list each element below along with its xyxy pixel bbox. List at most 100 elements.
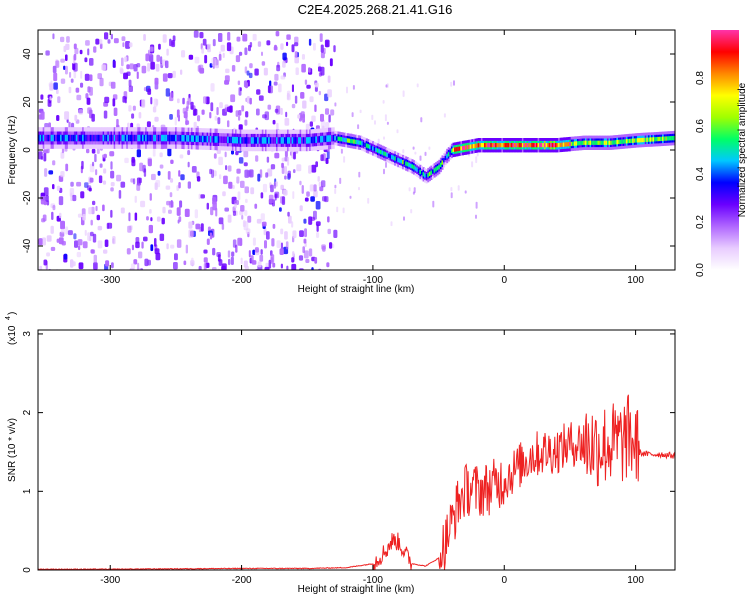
heatmap-cell [326,262,330,268]
heatmap-cell [383,168,385,175]
heatmap-cell [308,67,311,73]
heatmap-cell [274,152,280,159]
heatmap-cell [239,137,242,144]
snr-x-tick: -300 [100,575,120,586]
heatmap-cell [298,268,304,270]
heatmap-cell [335,136,338,141]
heatmap-cell [93,46,97,53]
heatmap-cell [616,140,619,145]
heatmap-cell [126,71,131,76]
heatmap-cell [254,247,259,253]
heatmap-cell [118,134,121,142]
heatmap-cell [299,137,302,144]
heatmap-cell [69,71,72,78]
heatmap-cell [147,158,152,167]
heatmap-cell [225,165,228,171]
heatmap-cell [93,254,97,264]
heatmap-cell [325,40,329,48]
heatmap-cell [334,184,337,189]
heatmap-cell [403,216,405,221]
heatmap-cell [224,80,230,85]
heatmap-cell [227,136,230,144]
heatmap-cell [205,135,208,143]
heatmap-cell [346,138,349,143]
heatmap-cell [58,134,61,142]
heatmap-cell [227,120,230,128]
heatmap-cell [155,180,161,188]
heatmap-cell [184,208,190,217]
heatmap-cell [301,54,305,60]
heatmap-cell [180,69,183,75]
heatmap-cell [261,61,266,66]
heatmap-cell [280,75,286,80]
snr-x-tick: 100 [627,575,644,586]
heatmap-cell [166,48,169,56]
heatmap-cell [316,224,319,232]
heatmap-cell [228,258,231,266]
heatmap-cell [146,216,149,221]
heatmap-cell [475,156,478,164]
heatmap-cell [178,134,181,142]
heatmap-cell [238,157,244,164]
heatmap-cell [471,144,474,149]
heatmap-cell [209,112,212,119]
snr-y-tick: 3 [22,331,33,337]
figure-title: C2E4.2025.268.21.41.G16 [298,2,453,17]
heatmap-cell [61,240,66,246]
heatmap-cell [120,207,125,214]
heatmap-cell [250,255,254,263]
heatmap-cell [320,52,325,59]
heatmap-cell [56,89,59,95]
colorbar-tick: 0.2 [695,215,706,229]
heatmap-cell [161,59,166,66]
heatmap-cell [203,249,208,254]
heatmap-cell [271,238,275,247]
snr-x-tick: 0 [502,575,508,586]
heatmap-cell [184,135,187,142]
heatmap-cell [38,151,43,160]
heatmap-cell [211,136,214,143]
heatmap-cell [244,47,248,56]
heatmap-cell [272,137,275,144]
heatmap-cell [201,48,205,54]
heatmap-cell [259,254,264,262]
heatmap-cell [190,135,193,142]
heatmap-cell [244,137,247,144]
heatmap-cell [484,143,486,148]
heatmap-cell [280,184,284,190]
heatmap-cell [327,75,331,83]
heatmap-cell [270,184,274,193]
heatmap-cell [602,140,605,145]
heatmap-cell [410,163,412,168]
heatmap-cell [562,142,565,147]
heatmap-cell [357,140,360,145]
heatmap-cell [197,135,200,142]
heatmap-cell [595,140,598,145]
heatmap-cell [147,88,152,95]
heatmap-cell [291,263,297,270]
heatmap-cell [98,175,103,184]
heatmap-cell [358,171,361,178]
heatmap-cell [52,33,55,40]
heatmap-cell [154,116,159,122]
heatmap-cell [304,137,307,144]
heatmap-cell [200,223,204,232]
heatmap-cell [55,60,60,68]
heatmap-cell [636,138,639,143]
heatmap-cell [169,38,172,47]
heatmap-cell [104,96,110,103]
heatmap-cell [110,81,116,89]
heatmap-cell [90,134,92,142]
heatmap-cell [268,259,272,269]
heatmap-cell [216,136,219,143]
heatmap-cell [326,135,329,142]
heatmap-cell [260,249,263,255]
heatmap-cell [97,225,103,231]
heatmap-cell [57,96,61,104]
heatmap-cell [548,143,551,148]
heatmap-cell [235,110,239,117]
heatmap-cell [144,258,149,267]
heatmap-cell [70,192,73,202]
heatmap-cell [217,117,221,125]
heatmap-cell [309,137,312,144]
